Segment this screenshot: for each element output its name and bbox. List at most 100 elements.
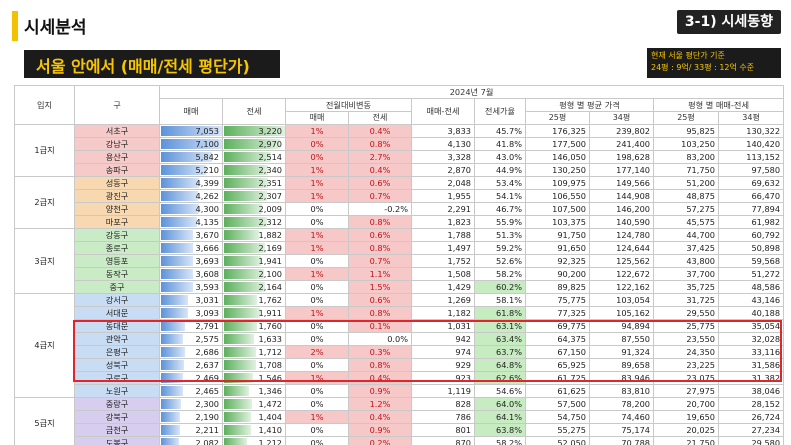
jeon-cell: 1,472 (222, 396, 286, 411)
chg-jeon: 0.9% (348, 383, 412, 398)
g34-value: 130,322 (717, 123, 785, 138)
banner: 서울 안에서 (매매/전세 평단가) (24, 50, 280, 78)
sale-bar (161, 268, 193, 279)
price-table-body: 1급지 서초구 7,053 3,220 1% 0.4% 3,833 45.7% 176,325 2… (14, 123, 785, 445)
jeon-cell: 2,100 (222, 266, 286, 281)
jeon-bar (224, 203, 262, 214)
g34-value: 40,188 (717, 305, 785, 320)
reference-note: 현재 서울 평단가 기준 24평 : 9억/ 33평 : 12억 수준 (647, 48, 781, 78)
gu-name: 구로구 (74, 370, 160, 385)
gap-value: 4,130 (411, 136, 475, 151)
sale-cell: 3,593 (159, 279, 223, 294)
chg-jeon: 1.2% (348, 396, 412, 411)
sale-value: 3,666 (195, 242, 219, 253)
chg-sale: 0% (285, 396, 349, 411)
chg-sale: 0% (285, 292, 349, 307)
header-jeon: 전세 (222, 98, 286, 125)
g25-value: 25,775 (653, 318, 719, 333)
gap-value: 2,048 (411, 175, 475, 190)
sale-cell: 4,262 (159, 188, 223, 203)
header-tier: 입지 (14, 85, 75, 125)
jeon-cell: 1,212 (222, 435, 286, 445)
chg-jeon: 0.3% (348, 344, 412, 359)
ratio-value: 46.7% (474, 201, 526, 216)
sale-cell: 2,637 (159, 357, 223, 372)
header-avg-price: 평형 별 평균 가격 (525, 98, 654, 112)
p25-value: 65,925 (525, 357, 590, 372)
chg-sale: 1% (285, 227, 349, 242)
ratio-value: 63.1% (474, 318, 526, 333)
g25-value: 37,700 (653, 266, 719, 281)
g34-value: 61,982 (717, 214, 785, 229)
jeon-cell: 1,404 (222, 409, 286, 424)
chg-sale: 0% (285, 214, 349, 229)
p25-value: 176,325 (525, 123, 590, 138)
sale-value: 2,300 (195, 398, 219, 409)
chg-sale: 0% (285, 149, 349, 164)
chg-jeon: 1.1% (348, 266, 412, 281)
sale-cell: 3,666 (159, 240, 223, 255)
chg-sale: 0% (285, 201, 349, 216)
gu-name: 송파구 (74, 162, 160, 177)
g34-value: 29,580 (717, 435, 785, 445)
table-row: 은평구 2,686 1,712 2% 0.3% 974 63.7% 67,150 91,324 2… (15, 344, 785, 359)
sale-bar (161, 333, 184, 344)
table-row: 강남구 7,100 2,970 0% 0.8% 4,130 41.8% 177,500 241,… (15, 136, 785, 151)
chg-jeon: 0.8% (348, 214, 412, 229)
sale-value: 3,093 (195, 307, 219, 318)
gap-value: 1,752 (411, 253, 475, 268)
header-mom-sale: 매매 (285, 111, 349, 125)
table-row: 양천구 4,300 2,009 0% -0.2% 2,291 46.7% 107,500 146… (15, 201, 785, 216)
sale-value: 2,211 (195, 424, 219, 435)
price-table-wrap: 입지 구 2024년 7월 매매 전세 전월대비변동 매매-전세 전세가율 평형… (14, 85, 785, 445)
gap-value: 1,955 (411, 188, 475, 203)
p34-value: 74,460 (589, 409, 654, 424)
g25-value: 27,975 (653, 383, 719, 398)
jeon-value: 2,351 (258, 177, 282, 188)
p25-value: 57,500 (525, 396, 590, 411)
header-period: 2024년 7월 (158, 85, 785, 99)
table-row: 관악구 2,575 1,633 0% 0.0% 942 63.4% 64,375 87,550 2… (15, 331, 785, 346)
g25-value: 37,425 (653, 240, 719, 255)
table-row: 강북구 2,190 1,404 1% 0.4% 786 64.1% 54,750 74,460 1… (15, 409, 785, 424)
jeon-bar (224, 164, 269, 175)
gu-name: 중랑구 (74, 396, 160, 411)
jeon-cell: 2,970 (222, 136, 286, 151)
sale-cell: 2,686 (159, 344, 223, 359)
banner-title: 서울 안에서 (매매/전세 평단가) (36, 57, 250, 76)
p34-value: 94,894 (589, 318, 654, 333)
sale-value: 4,300 (195, 203, 219, 214)
g25-value: 20,700 (653, 396, 719, 411)
g34-value: 113,152 (717, 149, 785, 164)
sale-cell: 2,575 (159, 331, 223, 346)
chg-jeon: 0.9% (348, 422, 412, 437)
chg-sale: 1% (285, 266, 349, 281)
sale-bar (161, 398, 181, 409)
gu-name: 서대문 (74, 305, 160, 320)
jeon-value: 1,212 (258, 437, 282, 445)
g25-value: 103,250 (653, 136, 719, 151)
sale-cell: 3,693 (159, 253, 223, 268)
table-row: 서대문 3,093 1,911 1% 0.8% 1,182 61.8% 77,325 105,1… (15, 305, 785, 320)
ratio-value: 60.2% (474, 279, 526, 294)
sale-cell: 7,100 (159, 136, 223, 151)
g25-value: 48,875 (653, 188, 719, 203)
sale-bar (161, 242, 194, 253)
chg-jeon: 1.5% (348, 279, 412, 294)
table-row: 종로구 3,666 2,169 1% 0.8% 1,497 59.2% 91,650 124,6… (15, 240, 785, 255)
gap-value: 1,119 (411, 383, 475, 398)
p34-value: 146,200 (589, 201, 654, 216)
p25-value: 69,775 (525, 318, 590, 333)
g25-value: 83,200 (653, 149, 719, 164)
gu-name: 서초구 (74, 123, 160, 138)
gap-value: 942 (411, 331, 475, 346)
gap-value: 828 (411, 396, 475, 411)
sale-cell: 5,210 (159, 162, 223, 177)
jeon-bar (224, 411, 251, 422)
ratio-value: 64.0% (474, 396, 526, 411)
sale-value: 2,575 (195, 333, 219, 344)
sale-bar (161, 164, 207, 175)
g34-value: 59,568 (717, 253, 785, 268)
sale-bar (161, 190, 199, 201)
ratio-value: 63.8% (474, 422, 526, 437)
